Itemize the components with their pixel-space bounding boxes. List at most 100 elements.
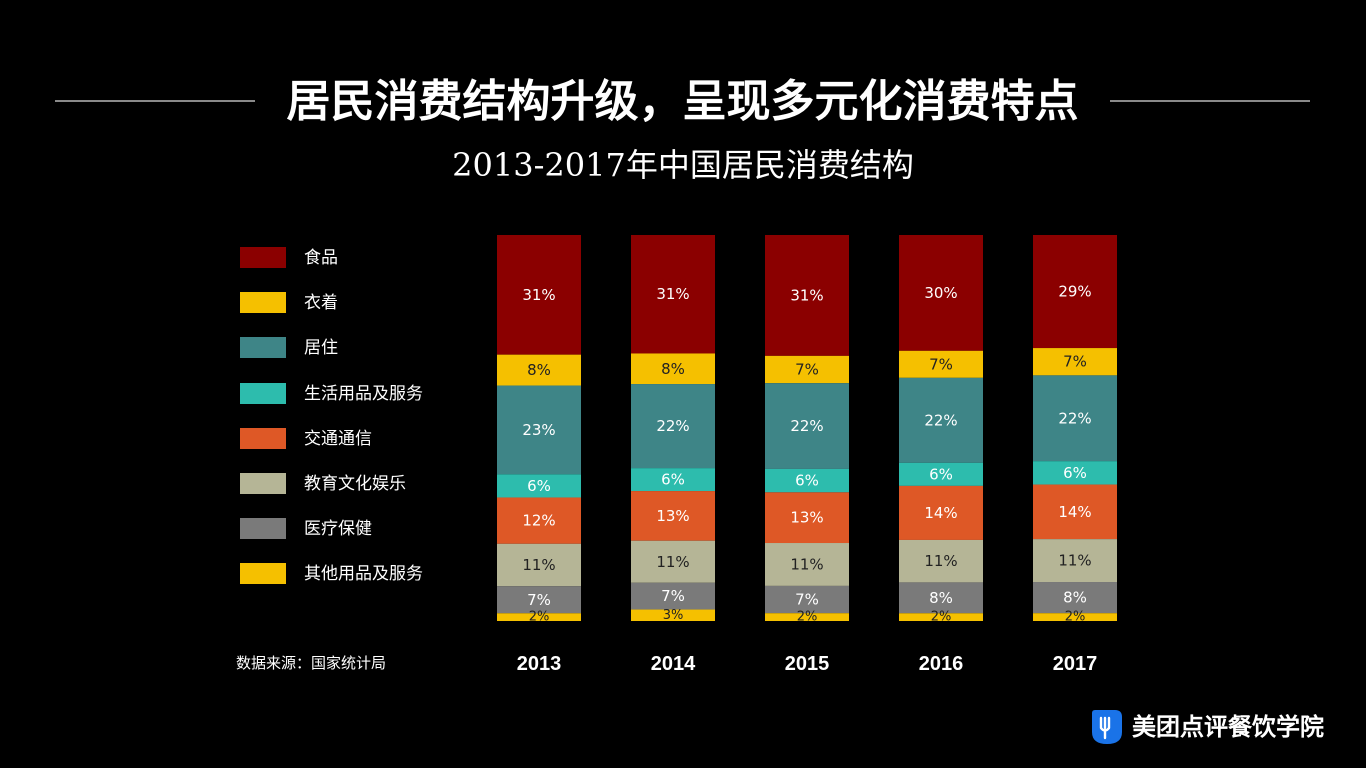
data-label: 6% bbox=[1063, 464, 1087, 482]
x-tick-label: 2015 bbox=[785, 653, 830, 675]
legend-swatch bbox=[240, 337, 286, 359]
legend-label: 交通通信 bbox=[304, 428, 372, 449]
bar-segment bbox=[765, 383, 849, 469]
bar-segment bbox=[765, 613, 849, 621]
data-label: 7% bbox=[795, 591, 819, 609]
data-label: 7% bbox=[795, 361, 819, 379]
legend-item: 生活用品及服务 bbox=[240, 381, 490, 405]
legend-swatch bbox=[240, 292, 286, 314]
bar-segment bbox=[1033, 235, 1117, 349]
data-label: 14% bbox=[1058, 503, 1091, 521]
legend-swatch bbox=[240, 473, 286, 494]
data-label: 7% bbox=[1063, 353, 1087, 371]
bar-segment bbox=[1033, 375, 1117, 462]
data-label: 13% bbox=[790, 509, 823, 527]
data-label: 31% bbox=[790, 286, 823, 304]
data-label: 8% bbox=[929, 589, 953, 607]
bar-segment bbox=[497, 497, 581, 544]
bar-segment bbox=[765, 235, 849, 356]
legend-label: 衣着 bbox=[304, 293, 338, 314]
legend-label: 医疗保健 bbox=[304, 519, 372, 540]
bar-segment bbox=[765, 543, 849, 586]
data-label: 8% bbox=[661, 360, 685, 378]
data-label: 31% bbox=[522, 286, 555, 304]
legend-item: 其他用品及服务 bbox=[240, 561, 490, 585]
bar-segment bbox=[899, 613, 983, 621]
x-tick-label: 2016 bbox=[919, 653, 964, 675]
bar-segment bbox=[1033, 613, 1117, 621]
bar-segment bbox=[1033, 539, 1117, 583]
data-label: 23% bbox=[522, 421, 555, 439]
title-rule-left bbox=[55, 100, 255, 102]
bar-segment bbox=[631, 353, 715, 385]
data-label: 8% bbox=[1063, 589, 1087, 607]
bar-segment bbox=[899, 485, 983, 540]
bar-segment bbox=[497, 586, 581, 614]
bar-segment bbox=[899, 350, 983, 378]
data-label: 22% bbox=[656, 417, 689, 435]
data-label: 11% bbox=[656, 553, 689, 571]
bar-segment bbox=[899, 462, 983, 486]
legend-swatch bbox=[240, 427, 286, 449]
legend-swatch bbox=[240, 518, 286, 540]
data-label: 11% bbox=[790, 555, 823, 573]
legend-label: 生活用品及服务 bbox=[304, 383, 423, 404]
legend-label: 其他用品及服务 bbox=[304, 564, 423, 585]
data-label: 2% bbox=[931, 610, 952, 625]
data-label: 6% bbox=[527, 477, 551, 495]
legend-item: 医疗保健 bbox=[240, 516, 490, 540]
bar-segment bbox=[765, 492, 849, 544]
x-tick-label: 2014 bbox=[651, 653, 696, 675]
data-label: 7% bbox=[929, 355, 953, 373]
bar-segment bbox=[1033, 582, 1117, 614]
bar-segment bbox=[899, 235, 983, 351]
data-label: 2% bbox=[529, 610, 550, 625]
bar-segment bbox=[899, 377, 983, 463]
data-label: 3% bbox=[663, 608, 684, 623]
bar-segment bbox=[765, 468, 849, 493]
title-rule-right bbox=[1110, 100, 1310, 102]
data-label: 8% bbox=[527, 361, 551, 379]
bar-segment bbox=[497, 613, 581, 621]
data-label: 14% bbox=[924, 504, 957, 522]
x-tick-label: 2017 bbox=[1053, 653, 1098, 675]
data-label: 7% bbox=[527, 591, 551, 609]
bar-segment bbox=[899, 539, 983, 583]
data-label: 30% bbox=[924, 284, 957, 302]
legend-item: 食品 bbox=[240, 245, 490, 269]
bar-segment bbox=[765, 355, 849, 384]
legend-swatch bbox=[240, 247, 286, 268]
data-label: 6% bbox=[661, 471, 685, 489]
data-label: 2% bbox=[1065, 610, 1086, 625]
data-label: 12% bbox=[522, 512, 555, 530]
bar-segment bbox=[1033, 461, 1117, 485]
legend-item: 居住 bbox=[240, 335, 490, 359]
data-label: 13% bbox=[656, 507, 689, 525]
bar-segment bbox=[497, 543, 581, 587]
data-label: 11% bbox=[1058, 552, 1091, 570]
brand-name: 美团点评餐饮学院 bbox=[1132, 713, 1324, 741]
bar-segment bbox=[497, 235, 581, 355]
legend-swatch bbox=[240, 563, 286, 585]
page-title: 居民消费结构升级，呈现多元化消费特点 bbox=[286, 76, 1079, 127]
data-label: 11% bbox=[522, 556, 555, 574]
bar-segment bbox=[765, 585, 849, 614]
data-label: 31% bbox=[656, 285, 689, 303]
bar-segment bbox=[631, 582, 715, 610]
x-tick-label: 2013 bbox=[517, 653, 562, 675]
source-note: 数据来源：国家统计局 bbox=[236, 654, 387, 672]
legend-label: 教育文化娱乐 bbox=[304, 474, 406, 494]
meituan-logo-icon bbox=[1092, 710, 1122, 744]
data-label: 6% bbox=[795, 472, 819, 490]
data-label: 22% bbox=[924, 411, 957, 429]
bar-segment bbox=[631, 491, 715, 541]
legend-label: 食品 bbox=[304, 248, 338, 268]
bar-segment bbox=[631, 468, 715, 492]
legend-item: 衣着 bbox=[240, 290, 490, 314]
data-label: 11% bbox=[924, 552, 957, 570]
bar-segment bbox=[631, 235, 715, 354]
data-label: 29% bbox=[1058, 283, 1091, 301]
bar-segment bbox=[497, 354, 581, 386]
legend-label: 居住 bbox=[304, 338, 338, 359]
